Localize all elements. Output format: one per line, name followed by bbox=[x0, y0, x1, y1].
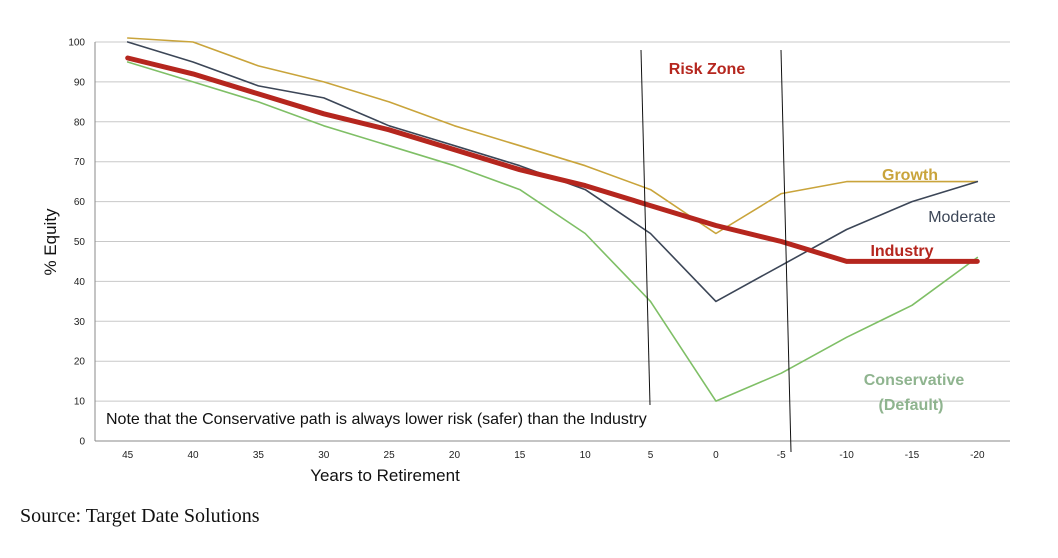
x-tick-label: 45 bbox=[122, 450, 134, 461]
y-tick-label: 50 bbox=[74, 237, 86, 248]
grid-lines bbox=[94, 41, 1010, 442]
x-tick-label: 30 bbox=[318, 450, 330, 461]
x-tick-label: 25 bbox=[384, 450, 396, 461]
x-tick-label: 20 bbox=[449, 450, 461, 461]
risk-zone-left-line bbox=[640, 49, 651, 406]
chart-note: Note that the Conservative path is alway… bbox=[106, 411, 647, 428]
x-tick-label: -20 bbox=[970, 450, 985, 461]
y-tick-label: 0 bbox=[79, 437, 85, 448]
y-tick-label: 30 bbox=[74, 317, 86, 328]
risk-zone-lines bbox=[640, 49, 792, 453]
x-tick-label: 0 bbox=[713, 450, 719, 461]
y-tick-label: 90 bbox=[74, 77, 86, 88]
source-caption: Source: Target Date Solutions bbox=[20, 505, 260, 527]
series-line-industry bbox=[125, 55, 980, 264]
x-tick-label: 5 bbox=[648, 450, 654, 461]
industry-label: Industry bbox=[870, 243, 933, 260]
conservative-default-label: (Default) bbox=[879, 397, 944, 414]
x-tick-labels: 45 40 35 30 25 20 15 10 5 0 -5 -10 -15 -20 bbox=[122, 450, 985, 461]
y-tick-label: 40 bbox=[74, 277, 86, 288]
y-tick-label: 20 bbox=[74, 357, 86, 368]
growth-label: Growth bbox=[882, 167, 938, 184]
y-tick-label: 80 bbox=[74, 117, 86, 128]
y-axis-title: % Equity bbox=[41, 208, 60, 276]
x-tick-label: -15 bbox=[905, 450, 920, 461]
y-tick-label: 60 bbox=[74, 197, 86, 208]
series-line-conservative-default bbox=[126, 61, 979, 402]
x-tick-label: 15 bbox=[514, 450, 526, 461]
y-tick-label: 70 bbox=[74, 157, 86, 168]
risk-zone-label: Risk Zone bbox=[669, 61, 746, 78]
x-tick-label: -5 bbox=[777, 450, 786, 461]
y-tick-label: 10 bbox=[74, 397, 86, 408]
conservative-label: Conservative bbox=[864, 372, 965, 389]
moderate-label: Moderate bbox=[928, 209, 996, 226]
x-axis-title: Years to Retirement bbox=[310, 466, 460, 485]
x-tick-label: 40 bbox=[187, 450, 199, 461]
series-lines bbox=[125, 37, 980, 402]
y-tick-label: 100 bbox=[68, 38, 85, 49]
y-tick-labels: 0 10 20 30 40 50 60 70 80 90 100 bbox=[68, 38, 85, 448]
series-line-growth bbox=[126, 37, 979, 235]
risk-zone-right-line bbox=[780, 49, 792, 453]
x-tick-label: 35 bbox=[253, 450, 265, 461]
x-tick-label: -10 bbox=[839, 450, 854, 461]
x-tick-label: 10 bbox=[580, 450, 592, 461]
